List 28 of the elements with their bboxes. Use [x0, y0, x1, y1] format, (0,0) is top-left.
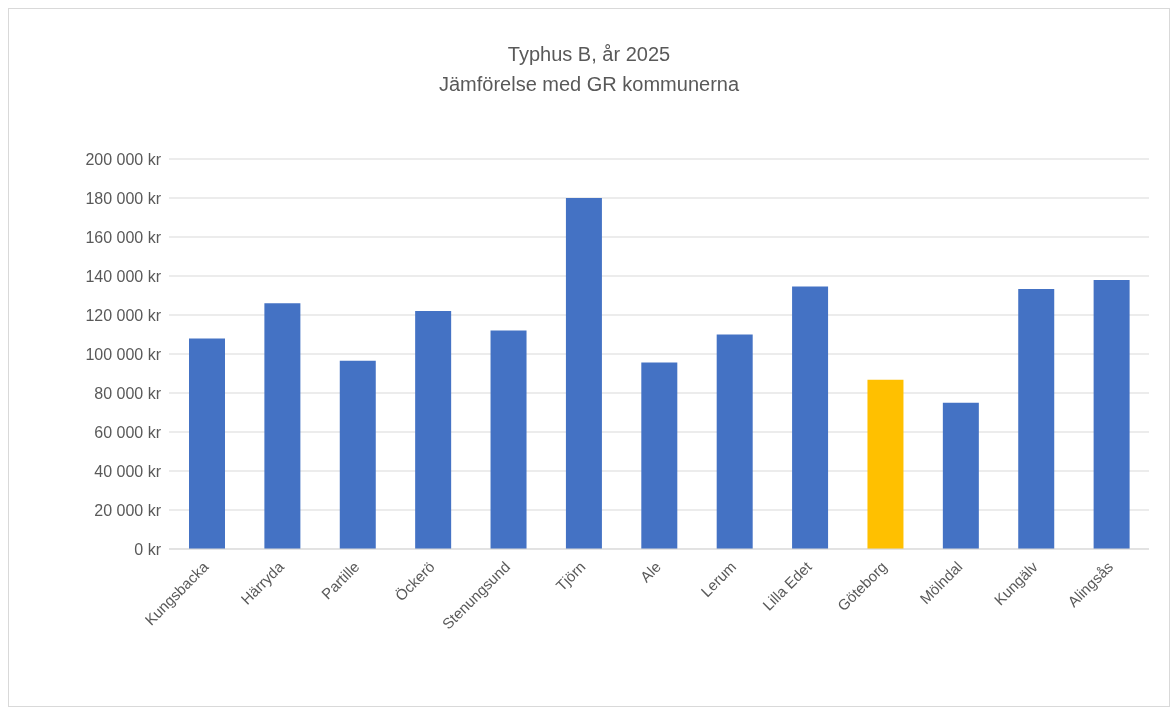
bar	[942, 402, 979, 549]
y-tick-label: 200 000 kr	[85, 150, 162, 168]
chart-title: Typhus B, år 2025	[506, 42, 672, 67]
y-tick-label: 60 000 kr	[94, 423, 162, 441]
bar	[792, 286, 829, 549]
bar	[1018, 289, 1055, 549]
y-tick-label: 180 000 kr	[85, 189, 162, 207]
bar	[1093, 280, 1130, 549]
y-tick-label: 140 000 kr	[85, 267, 162, 285]
y-tick-label: 0 kr	[134, 540, 162, 558]
y-tick-label: 120 000 kr	[85, 306, 162, 324]
bar	[716, 334, 753, 549]
y-tick-label: 80 000 kr	[94, 384, 162, 402]
bar	[415, 311, 452, 549]
y-tick-label: 20 000 kr	[94, 501, 162, 519]
x-tick-label: Tjörn	[552, 557, 589, 595]
bar	[339, 360, 376, 549]
bar	[189, 338, 225, 549]
bar	[490, 330, 527, 549]
bar	[641, 362, 678, 549]
x-tick-label: Ale	[636, 557, 664, 586]
chart-subtitle: Jämförelse med GR kommunerna	[437, 72, 741, 97]
bar	[565, 198, 602, 549]
y-tick-label: 100 000 kr	[85, 345, 162, 363]
bar	[264, 303, 301, 549]
y-tick-label: 160 000 kr	[85, 228, 162, 246]
y-tick-label: 40 000 kr	[94, 462, 162, 480]
bar	[867, 379, 904, 549]
